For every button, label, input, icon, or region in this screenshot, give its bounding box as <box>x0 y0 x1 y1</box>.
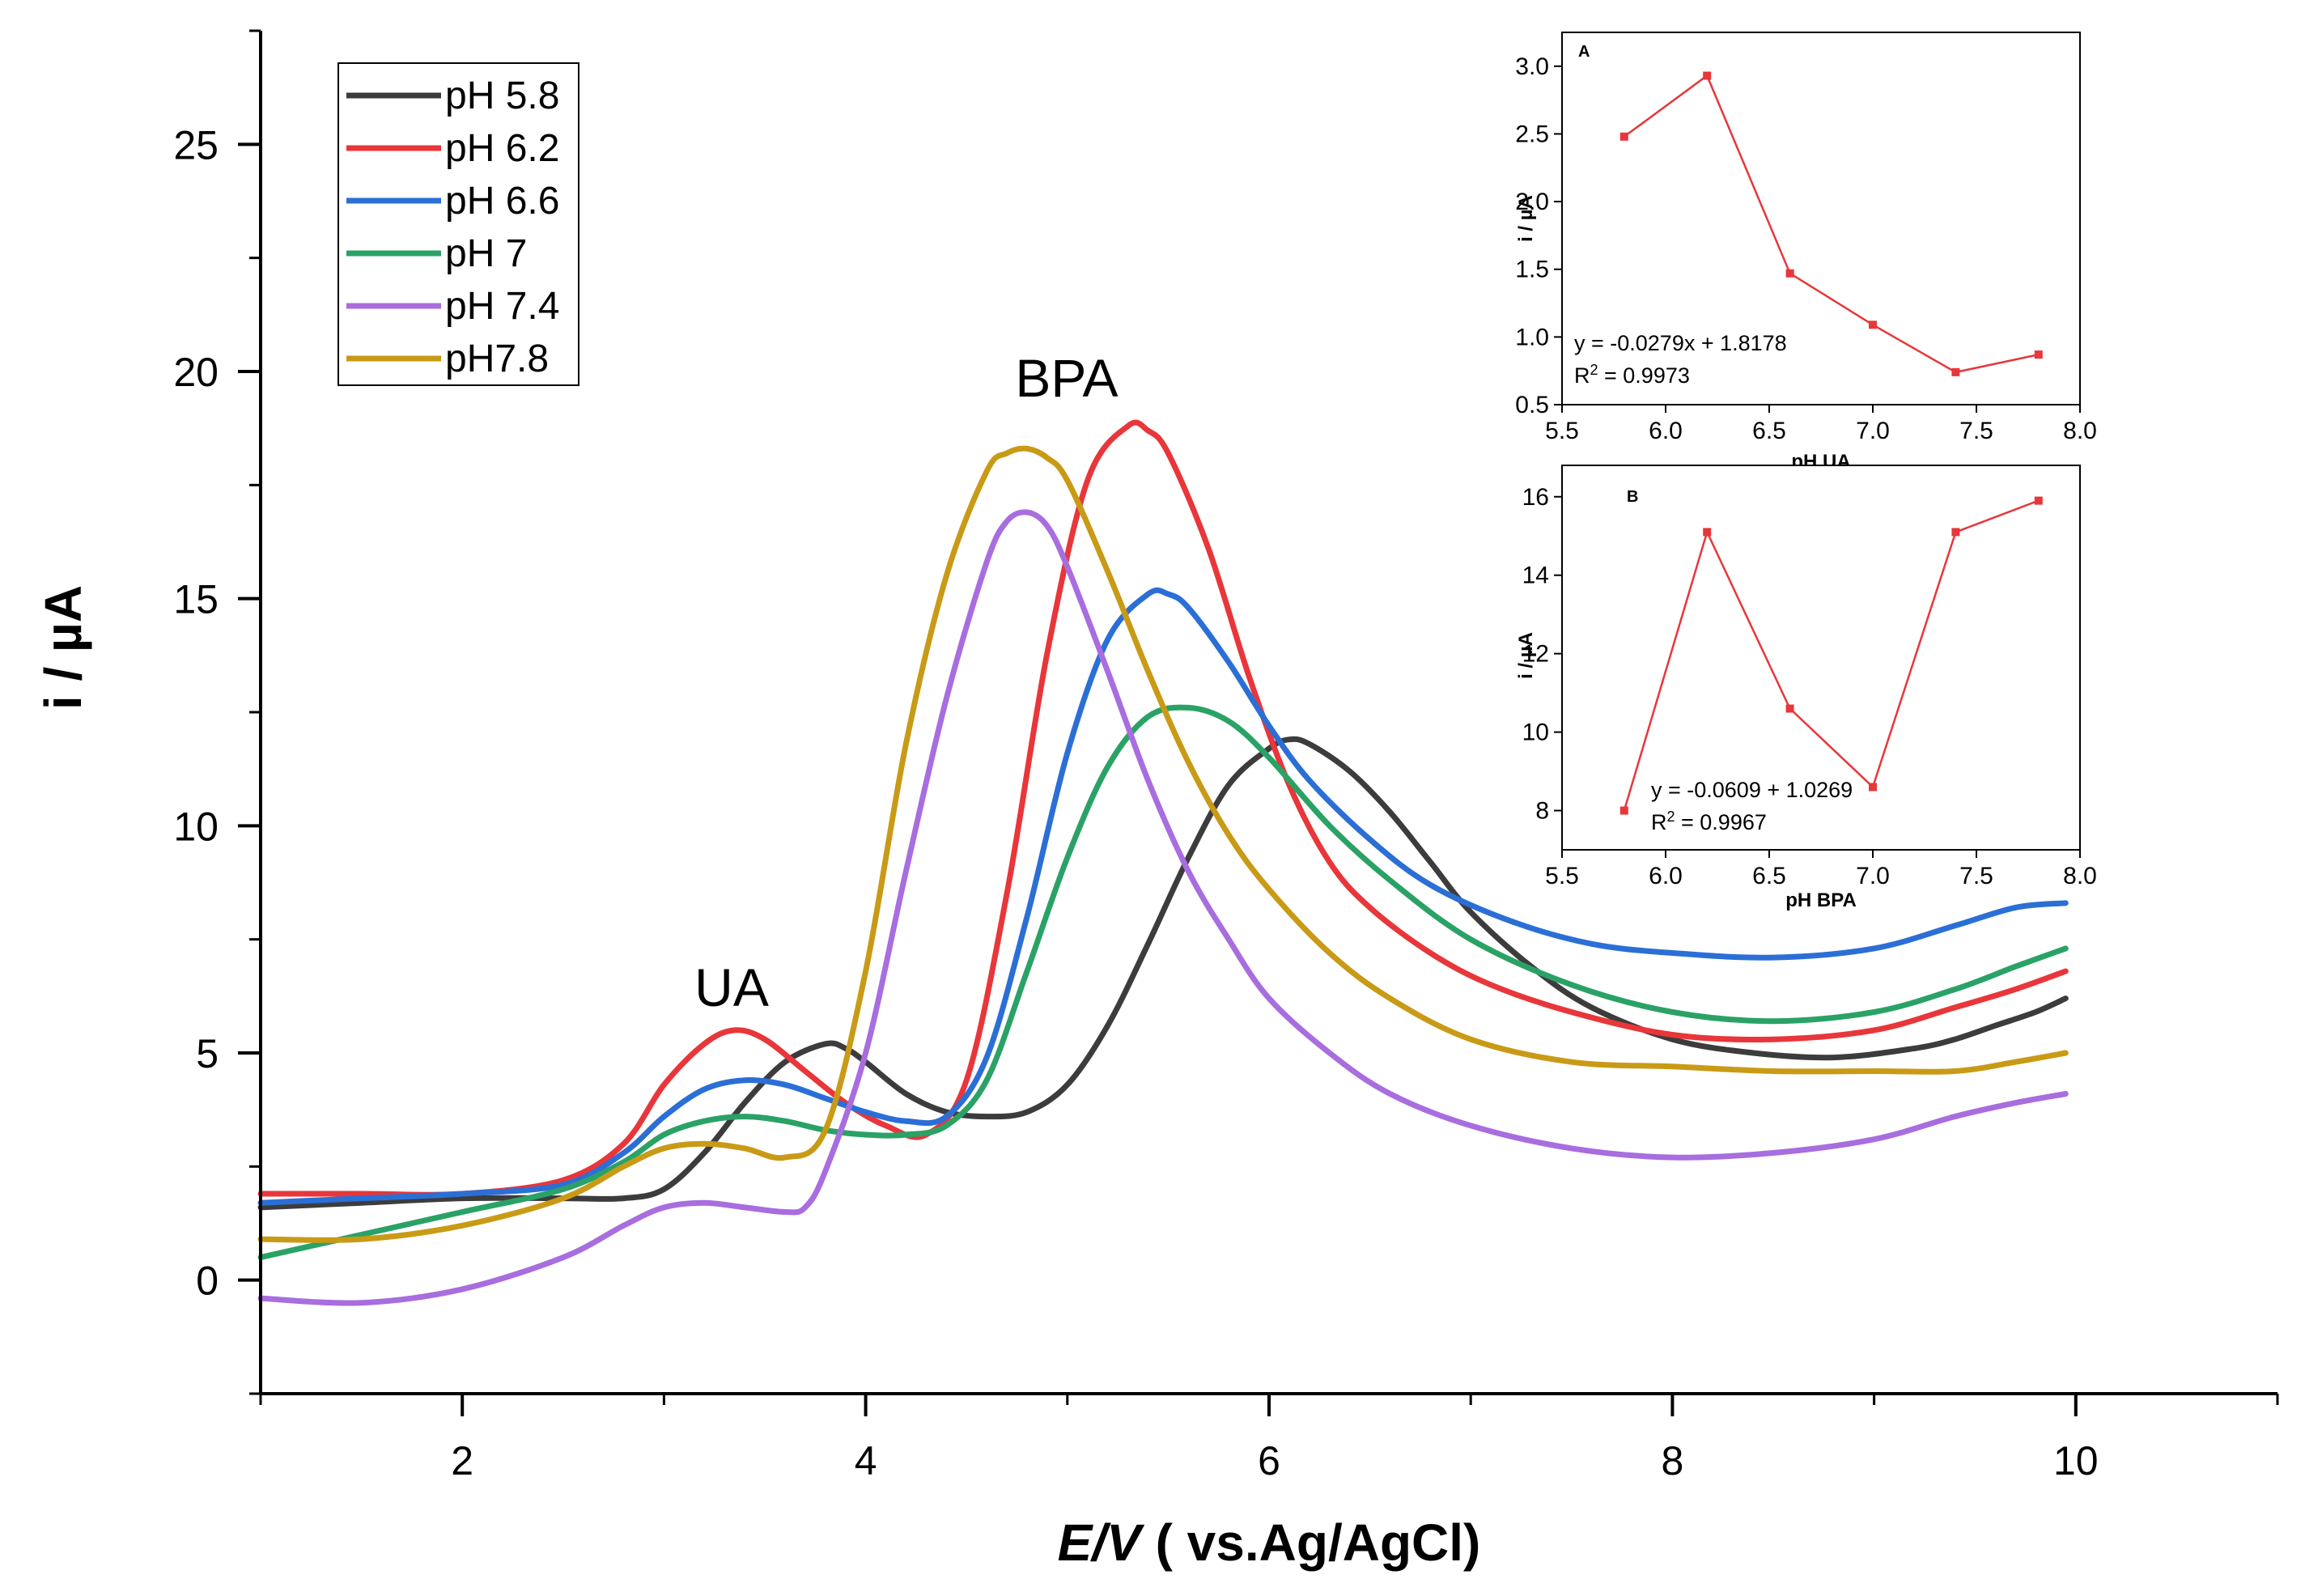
inset-y-tick-label: 16 <box>1522 484 1549 511</box>
inset-x-tick-label: 7.5 <box>1959 418 1993 444</box>
inset-x-tick-label: 7.0 <box>1856 418 1890 444</box>
inset-point <box>1785 704 1794 713</box>
series-line-5 <box>257 445 2069 1243</box>
y-tick-label: 25 <box>173 122 219 168</box>
y-tick-label: 10 <box>173 804 219 849</box>
inset-y-tick-label: 12 <box>1522 641 1549 668</box>
y-tick-label: 5 <box>196 1031 219 1076</box>
legend-item-4: pH 7.4 <box>346 285 559 328</box>
inset-x-tick-label: 7.5 <box>1959 863 1993 889</box>
x-tick-label: 8 <box>1661 1438 1683 1484</box>
series-line-3 <box>257 704 2069 1261</box>
legend-item-3: pH 7 <box>346 232 527 275</box>
inset-a-series <box>1619 71 2043 376</box>
inset-x-tick-label: 6.5 <box>1752 418 1786 444</box>
inset-y-tick-label: 2.5 <box>1515 121 1549 147</box>
legend-item-2: pH 6.6 <box>346 180 559 223</box>
inset-point <box>1619 806 1628 815</box>
legend-label: pH 7 <box>445 232 527 275</box>
inset-x-tick-label: 5.5 <box>1545 863 1579 889</box>
inset-x-tick-label: 6.5 <box>1752 863 1786 889</box>
annotation-bpa: BPA <box>1015 348 1118 408</box>
inset-b: B 5.5 6.0 6.5 7.0 7.5 8.0 8 10 12 14 16 y = -0.060… <box>1515 465 2097 911</box>
main-x-axis-label: E/V ( vs.Ag/AgCl) <box>1058 1513 1481 1572</box>
inset-point <box>1703 528 1712 537</box>
legend-item-0: pH 5.8 <box>346 74 559 117</box>
legend-label: pH 7.4 <box>445 285 559 328</box>
annotation-ua: UA <box>694 957 769 1017</box>
inset-a: A 5.5 6.0 6.5 7.0 7.5 8.0 0.5 1.0 1.5 2.0 2.5 3.0 y… <box>1515 32 2097 473</box>
x-tick-label: 2 <box>451 1438 473 1484</box>
inset-x-tick-label: 6.0 <box>1649 418 1683 444</box>
inset-x-tick-label: 6.0 <box>1649 863 1683 889</box>
inset-a-r2: R2 = 0.9973 <box>1574 362 1690 388</box>
inset-point <box>1619 132 1628 141</box>
inset-a-frame <box>1561 32 2081 405</box>
legend: pH 5.8 pH 6.2 pH 6.6 pH 7 pH 7.4 pH7.8 <box>337 62 579 386</box>
inset-x-tick-label: 5.5 <box>1545 418 1579 444</box>
inset-point <box>1703 71 1712 80</box>
x-tick-label: 10 <box>2053 1438 2099 1484</box>
inset-y-tick-label: 10 <box>1522 719 1549 746</box>
legend-item-5: pH7.8 <box>346 337 549 380</box>
inset-a-tag: A <box>1578 43 1590 61</box>
inset-point <box>2034 496 2043 505</box>
inset-b-r2: R2 = 0.9967 <box>1651 809 1767 834</box>
main-chart: 2 4 6 8 10 0 5 10 15 20 25 E/V ( vs.Ag/AgCl) i / … <box>34 29 2279 1572</box>
inset-point <box>1869 320 1877 329</box>
inset-line <box>1624 74 2040 374</box>
inset-a-ticks: 5.5 6.0 6.5 7.0 7.5 8.0 0.5 1.0 1.5 2.0 2.5 3.0 <box>1515 53 2097 444</box>
inset-b-y-label: i / µA <box>1515 632 1537 679</box>
inset-a-y-label: i / µA <box>1515 195 1537 242</box>
series-line-2 <box>257 587 2069 1206</box>
inset-x-tick-label: 8.0 <box>2063 418 2097 444</box>
y-tick-label: 15 <box>173 577 219 622</box>
inset-y-tick-label: 8 <box>1535 798 1549 825</box>
inset-point <box>1951 528 1960 537</box>
legend-label: pH 6.2 <box>445 127 559 170</box>
main-curves <box>257 419 2069 1306</box>
inset-b-ticks: 5.5 6.0 6.5 7.0 7.5 8.0 8 10 12 14 16 <box>1522 484 2097 889</box>
inset-b-series <box>1619 496 2043 815</box>
inset-b-equation: y = -0.0609 + 1.0269 <box>1651 778 1853 802</box>
inset-a-equation: y = -0.0279x + 1.8178 <box>1574 331 1787 355</box>
inset-x-tick-label: 8.0 <box>2063 863 2097 889</box>
series-line-1 <box>257 419 2069 1198</box>
series-line-4 <box>257 509 2069 1306</box>
inset-y-tick-label: 2.0 <box>1515 189 1549 215</box>
inset-point <box>1951 367 1960 376</box>
legend-items: pH 5.8 pH 6.2 pH 6.6 pH 7 pH 7.4 pH7.8 <box>346 74 559 380</box>
inset-point <box>1785 269 1794 278</box>
legend-label: pH7.8 <box>445 337 549 380</box>
legend-label: pH 6.6 <box>445 180 559 223</box>
legend-label: pH 5.8 <box>445 74 559 117</box>
inset-b-frame <box>1561 465 2081 851</box>
inset-y-tick-label: 1.5 <box>1515 257 1549 283</box>
series-line-0 <box>257 736 2069 1211</box>
inset-b-x-label: pH BPA <box>1785 889 1857 911</box>
inset-point <box>2034 350 2043 359</box>
x-tick-label: 4 <box>855 1438 877 1484</box>
x-tick-label: 6 <box>1258 1438 1280 1484</box>
inset-y-tick-label: 1.0 <box>1515 324 1549 350</box>
inset-b-tag: B <box>1627 488 1638 506</box>
inset-x-tick-label: 7.0 <box>1856 863 1890 889</box>
y-tick-label: 20 <box>173 350 219 395</box>
inset-point <box>1869 783 1877 792</box>
main-y-axis-label: i / µA <box>34 585 92 710</box>
legend-box <box>337 62 579 386</box>
y-tick-label: 0 <box>196 1259 219 1304</box>
inset-y-tick-label: 0.5 <box>1515 392 1549 418</box>
legend-item-1: pH 6.2 <box>346 127 559 170</box>
main-x-ticks: 2 4 6 8 10 <box>259 1394 2279 1484</box>
inset-line <box>1623 499 2040 811</box>
inset-y-tick-label: 3.0 <box>1515 53 1549 80</box>
main-y-ticks: 0 5 10 15 20 25 <box>173 29 261 1395</box>
inset-y-tick-label: 14 <box>1522 562 1549 589</box>
